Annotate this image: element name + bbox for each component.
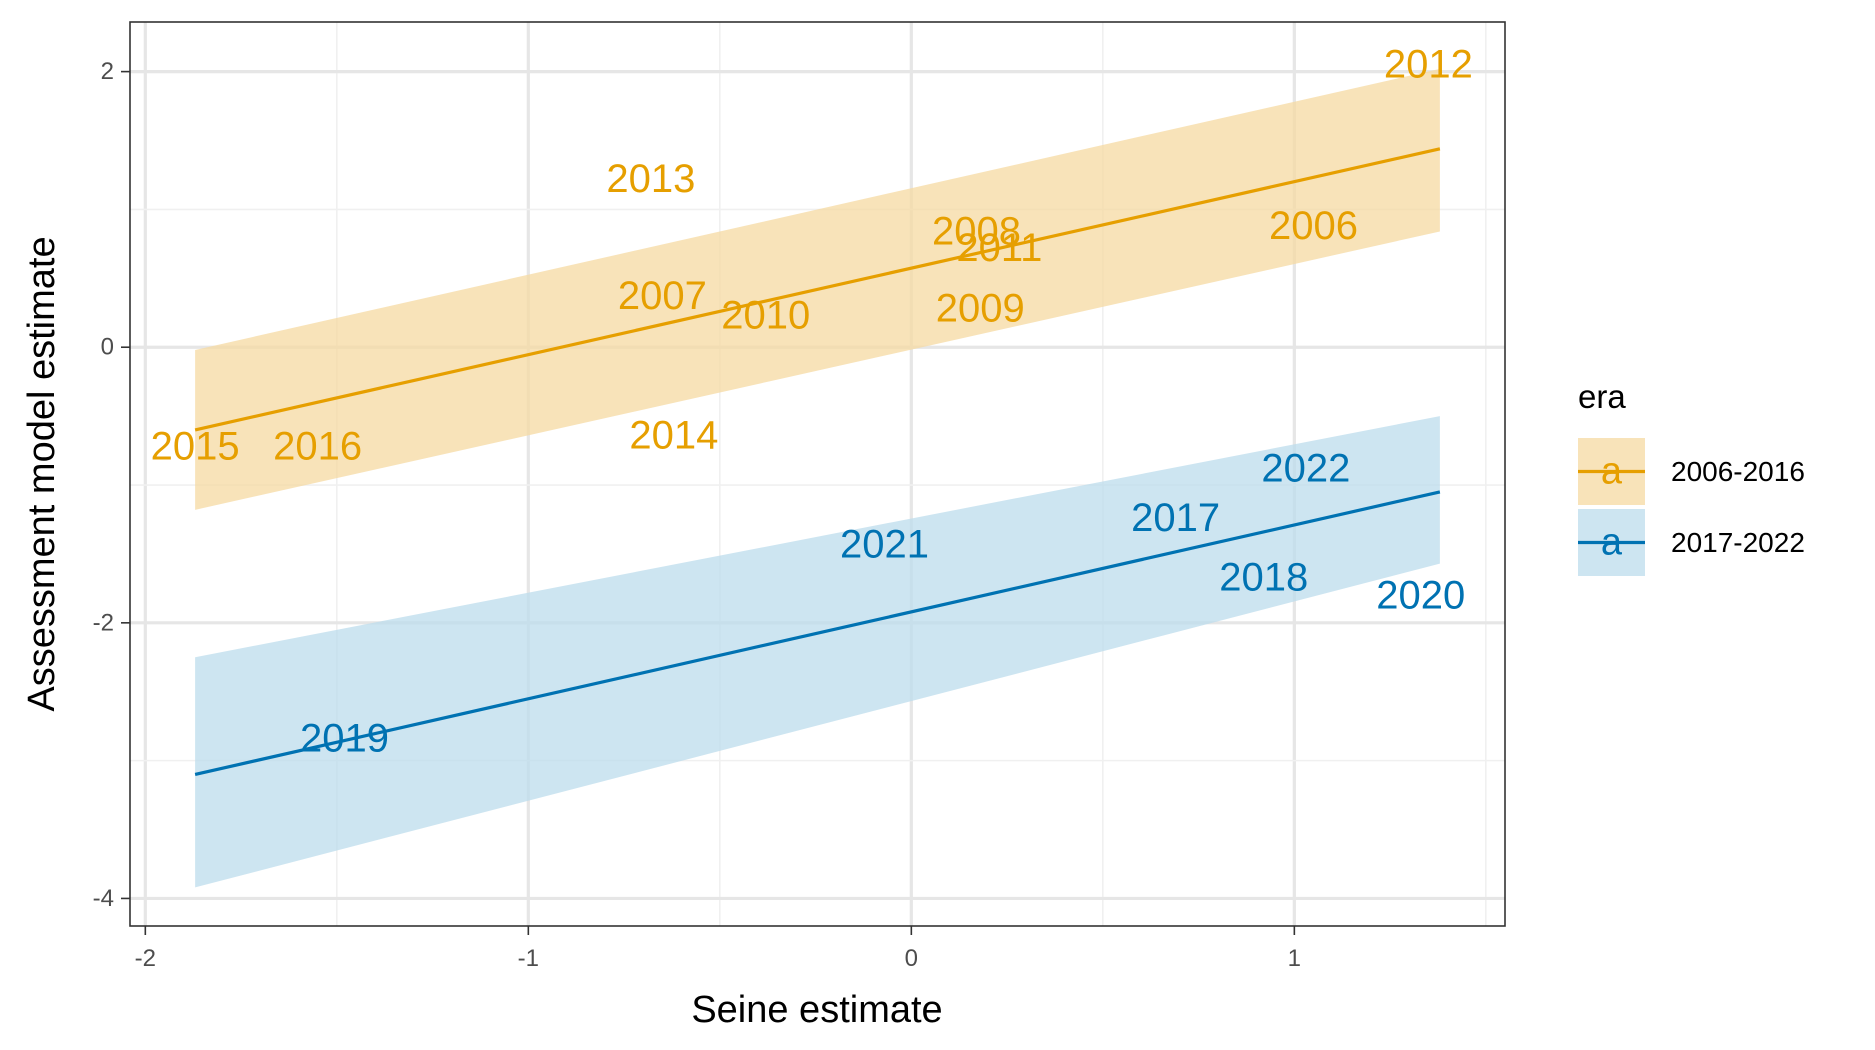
point-label-2006: 2006 [1269,204,1358,248]
point-label-2018: 2018 [1219,555,1308,599]
x-axis-title: Seine estimate [691,989,942,1031]
point-label-2007: 2007 [618,274,707,318]
x-tick-label: -1 [518,945,539,972]
point-label-2016: 2016 [273,424,362,468]
y-tick-label: -4 [93,885,114,912]
point-label-2015: 2015 [151,424,240,468]
point-labels: 2006 2007 2008 2009 2010 2011 2012 2013 2014 2015… [151,43,1473,761]
legend-items: a 2006-2016 a 2017-2022 [1578,438,1805,576]
y-axis-title: Assessment model estimate [21,236,63,711]
legend-title: era [1578,378,1626,415]
legend-item-2017-2022: a 2017-2022 [1578,509,1805,576]
y-tick-label: -2 [93,609,114,636]
point-label-2011: 2011 [956,226,1042,270]
y-tick-label: 0 [101,334,114,361]
point-label-2010: 2010 [721,294,810,338]
x-tick-label: 0 [905,945,918,972]
y-tick-label: 2 [101,58,114,85]
legend-label: 2006-2016 [1671,456,1805,487]
point-label-2008: 2008 [932,209,1021,253]
point-label-2009: 2009 [936,287,1025,331]
point-label-2017: 2017 [1131,496,1220,540]
x-tick-label: -2 [135,945,156,972]
point-label-2021: 2021 [840,522,929,566]
axes: -2 -1 0 1 -4 -2 0 2 [93,58,1301,972]
point-label-2022: 2022 [1261,446,1350,490]
point-label-2012: 2012 [1384,43,1473,87]
plot-border [129,21,1506,927]
point-label-2019: 2019 [300,717,389,761]
legend-label: 2017-2022 [1671,527,1805,558]
legend: era a 2006-2016 a 2017-2022 [1578,378,1805,576]
point-label-2020: 2020 [1376,573,1465,617]
confidence-band-2017-2022 [195,416,1440,888]
legend-key-glyph: a [1601,451,1623,493]
legend-item-2006-2016: a 2006-2016 [1578,438,1805,505]
fit-line-2006-2016 [194,147,1441,432]
fit-line-2017-2022 [194,490,1441,776]
point-label-2013: 2013 [606,157,695,201]
point-label-2014: 2014 [629,413,718,457]
legend-key-glyph: a [1601,522,1623,564]
x-tick-label: 1 [1288,945,1301,972]
fit-lines [194,147,1441,776]
